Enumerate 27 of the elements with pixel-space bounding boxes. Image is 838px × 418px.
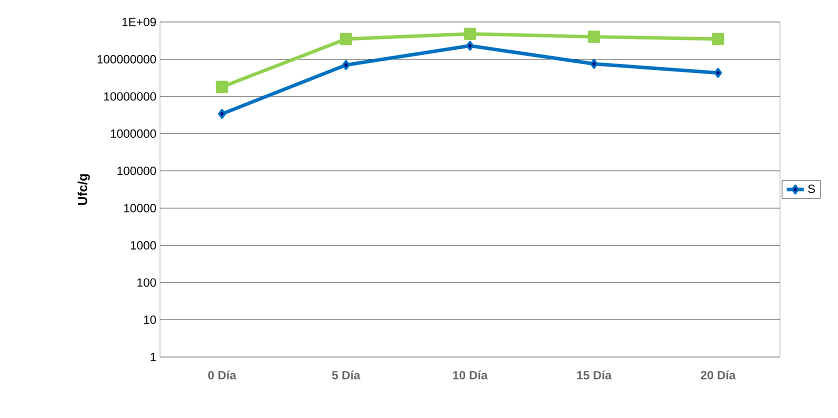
point — [590, 58, 598, 69]
x-tick-label: 10 Día — [453, 370, 488, 380]
point — [588, 30, 600, 43]
y-tick-label: 1E+09 — [122, 18, 156, 26]
point — [216, 80, 228, 94]
point — [342, 60, 350, 70]
y-tick-label: 100000000 — [98, 54, 156, 64]
y-axis-title: Ufc/g — [78, 174, 90, 205]
y-tick-label: 10 — [144, 316, 156, 324]
point — [714, 68, 722, 78]
x-tick-label: 5 Día — [332, 370, 360, 380]
x-tick-label: 20 Día — [700, 370, 736, 380]
y-tick-label: 1000 — [130, 241, 156, 250]
point — [466, 40, 474, 51]
point — [712, 32, 724, 46]
y-tick-label: 1 — [150, 352, 156, 362]
y-tick-label: 100000 — [117, 166, 156, 176]
y-tick-label: 100 — [137, 278, 156, 287]
point — [340, 32, 352, 46]
y-tick-label: 10000000 — [104, 92, 156, 101]
legend-label: S — [808, 184, 815, 194]
y-tick-label: 1000000 — [110, 129, 156, 138]
point — [464, 28, 476, 40]
x-tick-label: 15 Día — [577, 370, 612, 380]
point — [218, 108, 226, 119]
y-tick-label: 10000 — [124, 204, 156, 212]
x-tick-label: 0 Día — [208, 370, 236, 380]
